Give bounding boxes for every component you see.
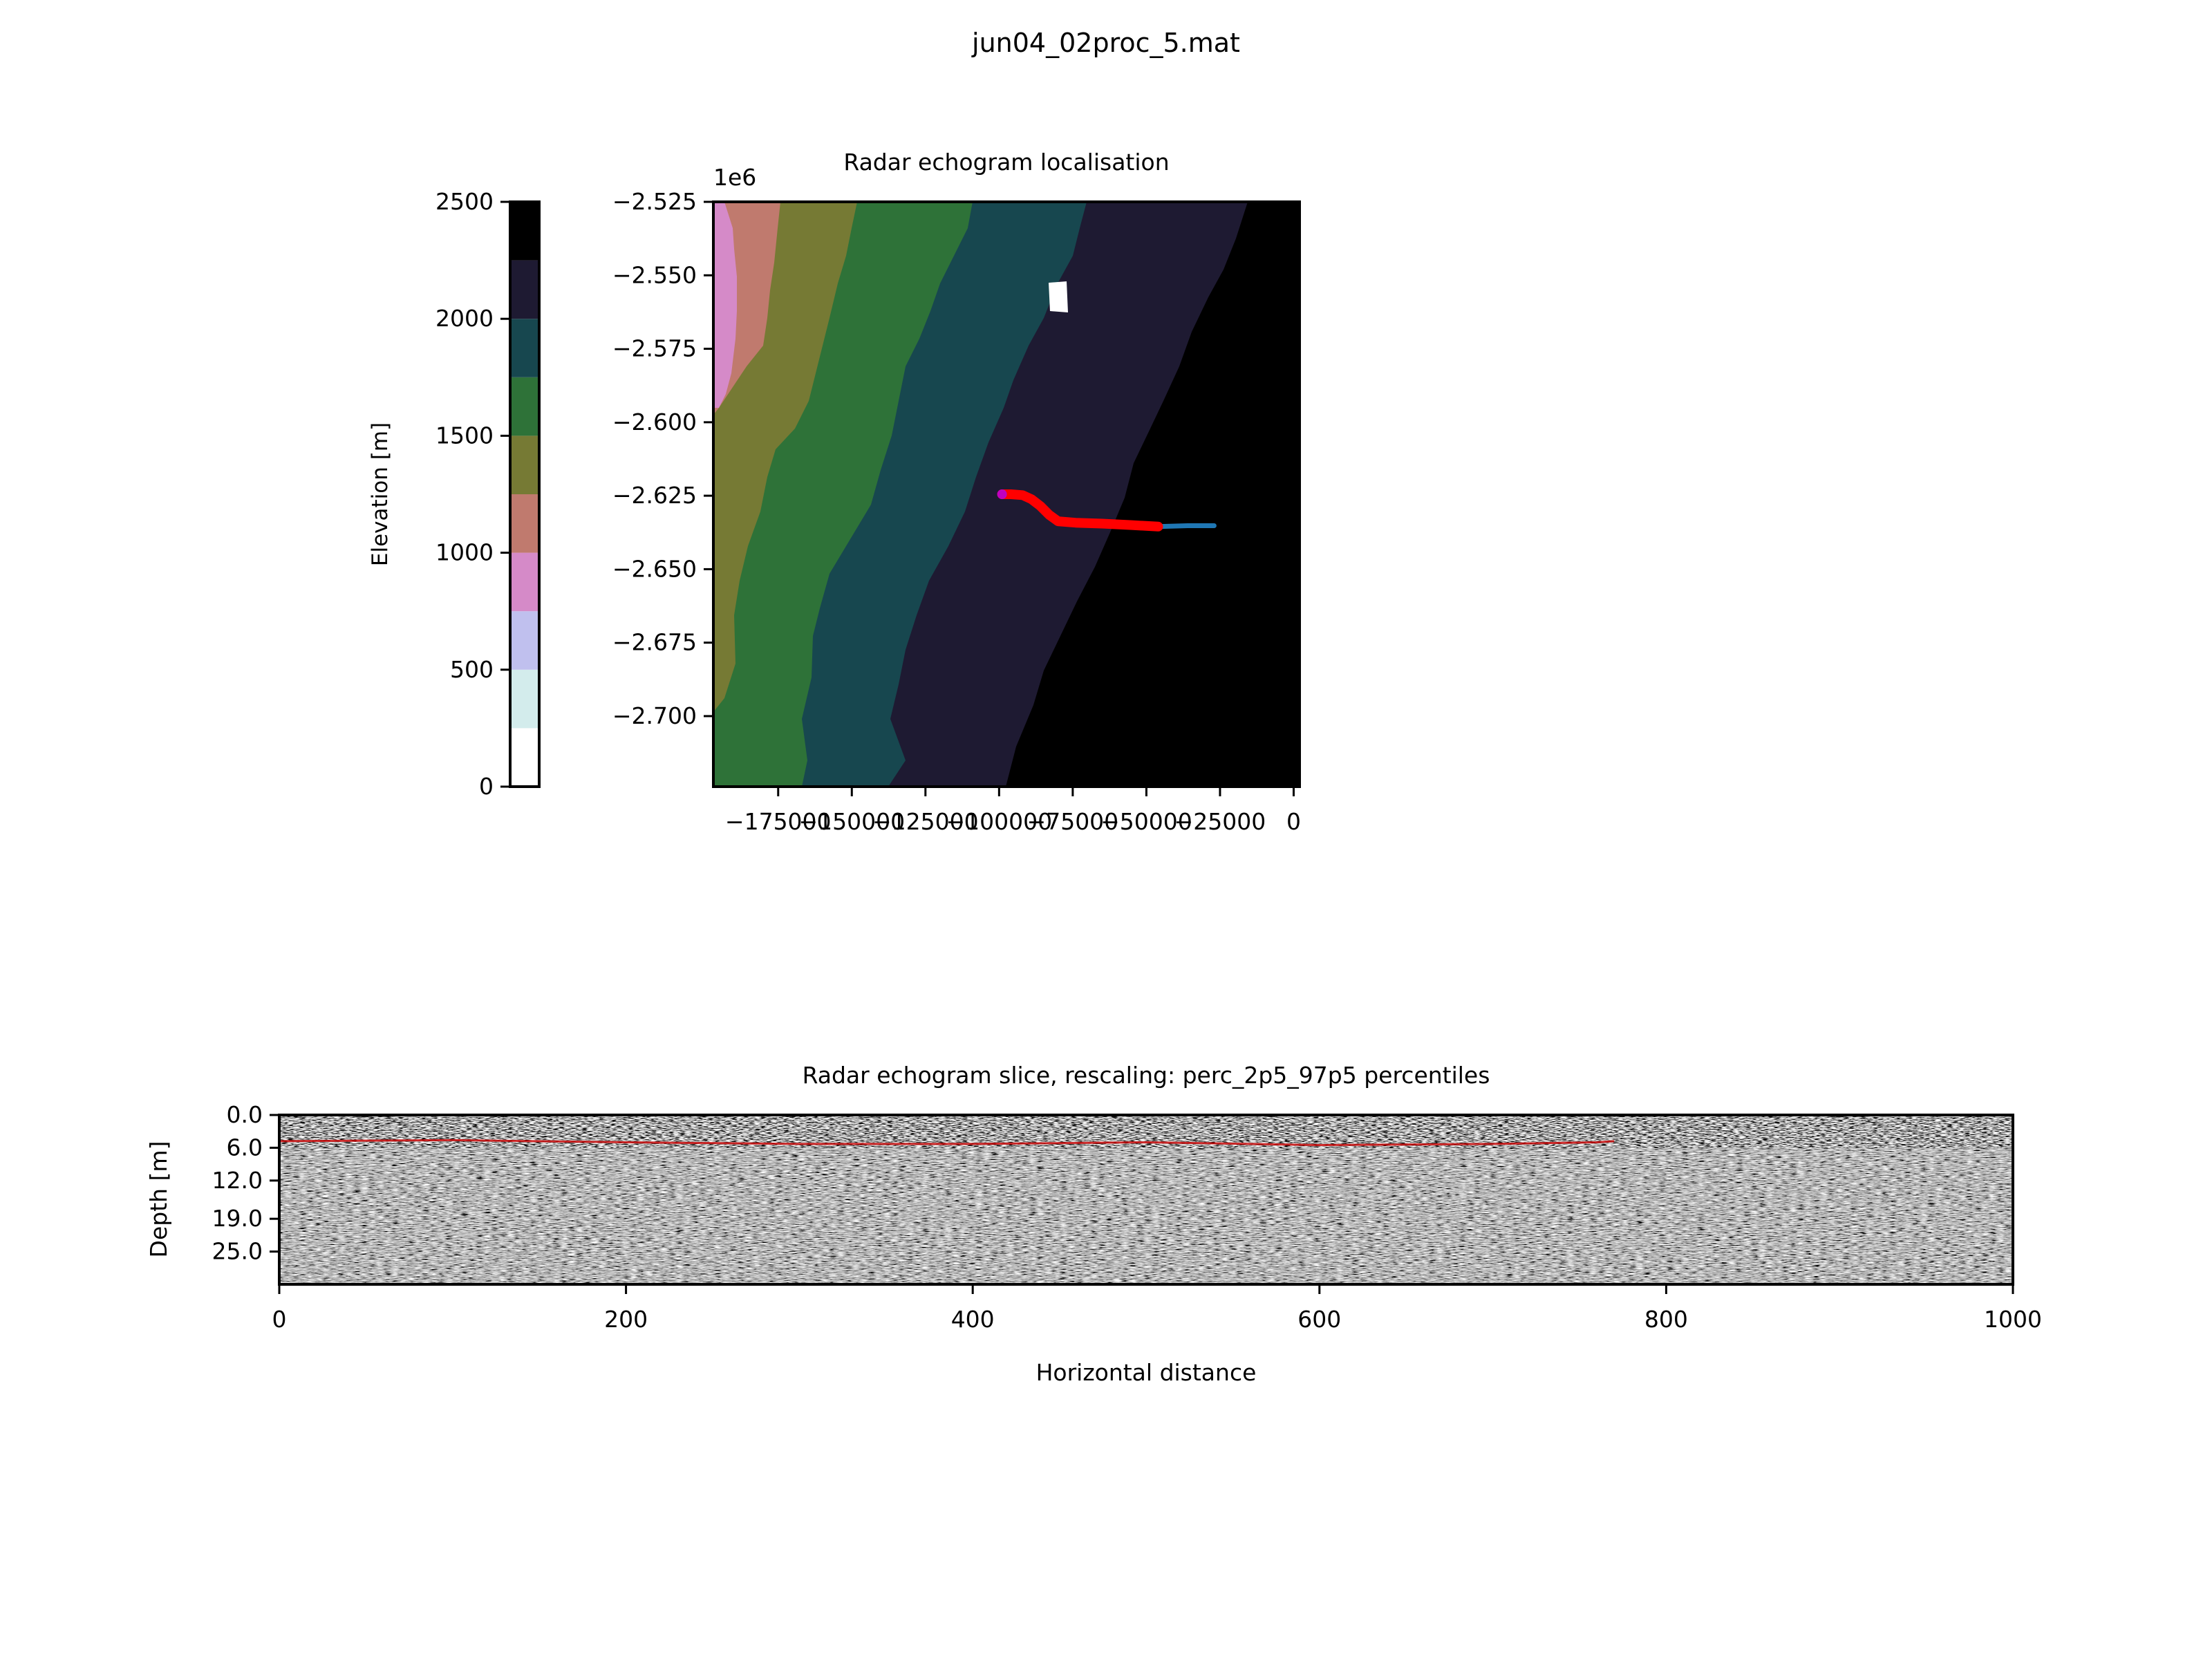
colorbar-band: [510, 435, 539, 494]
echogram-y-tick-label: 6.0: [227, 1134, 263, 1161]
map-y-tick-label: −2.525: [612, 188, 697, 215]
map-y-tick-label: −2.675: [612, 629, 697, 656]
map-x-tick-label: −175000: [725, 808, 832, 835]
map-image: [713, 202, 1300, 787]
echogram-y-label: Depth [m]: [145, 1141, 172, 1258]
map-y-tick-label: −2.650: [612, 555, 697, 582]
echogram-x-tick-label: 0: [272, 1306, 287, 1333]
echogram-picked-layer: [279, 1138, 1615, 1147]
colorbar-frame: [509, 200, 541, 788]
band-750-1000: [713, 202, 737, 408]
echogram-title: Radar echogram slice, rescaling: perc_2p…: [803, 1062, 1490, 1089]
map-y-tick-label: −2.550: [612, 261, 697, 288]
map-tracks: [997, 489, 1217, 532]
colorbar-band: [510, 202, 539, 261]
map-y-tick-label: −2.575: [612, 335, 697, 362]
map-title: Radar echogram localisation: [843, 149, 1169, 176]
map-x-tick-label: −100000: [946, 808, 1053, 835]
colorbar-band: [510, 552, 539, 612]
echogram-x-tick-label: 200: [604, 1306, 648, 1333]
colorbar-tick-label: 2000: [435, 305, 494, 332]
map-y-tick-label: −2.600: [612, 409, 697, 435]
radar-echogram-track: [997, 489, 1163, 532]
colorbar-band: [510, 669, 539, 729]
echogram-y-tick-label: 0.0: [227, 1101, 263, 1128]
echogram-x-ticks: 0 200 400 600 800 1000: [272, 1284, 2042, 1333]
flight-line-track: [1156, 523, 1217, 529]
map-x-ticks: −175000−150000−125000−100000−75000−50000…: [725, 787, 1301, 835]
colorbar-bands: [510, 202, 539, 787]
map-x-tick-label: −75000: [1027, 808, 1119, 835]
map-x-tick-label: −25000: [1174, 808, 1266, 835]
echogram-image: [279, 1115, 2013, 1284]
map-y-tick-label: −2.625: [612, 482, 697, 509]
echogram-x-tick-label: 600: [1297, 1306, 1341, 1333]
map-y-tick-label: −2.700: [612, 702, 697, 729]
colorbar-tick-label: 1500: [435, 422, 494, 449]
colorbar-tick-label: 0: [479, 773, 494, 800]
map-y-offset-text: 1e6: [713, 164, 756, 191]
colorbar-tick-label: 500: [450, 656, 494, 683]
colorbar-ticks: 0 500 1000 1500 2000 2500: [435, 188, 510, 800]
map-frame: [712, 200, 1301, 788]
map-y-ticks: −2.525 −2.550 −2.575 −2.600 −2.625 −2.650 −2.6…: [612, 188, 713, 729]
echogram-y-ticks: 0.0 6.0 12.0 19.0 25.0: [212, 1101, 279, 1265]
echogram-panel: Radar echogram slice, rescaling: perc_2p…: [145, 1062, 2042, 1386]
colorbar-band: [510, 377, 539, 436]
colorbar-band: [510, 728, 539, 787]
colorbar-tick-label: 1000: [435, 539, 494, 566]
echogram-y-tick-label: 19.0: [212, 1205, 263, 1232]
map-x-tick-label: −50000: [1100, 808, 1192, 835]
colorbar-band: [510, 611, 539, 670]
echogram-x-tick-label: 800: [1644, 1306, 1688, 1333]
figure-title: jun04_02proc_5.mat: [971, 28, 1240, 58]
colorbar-band: [510, 260, 539, 319]
map-x-tick-label: −150000: [798, 808, 905, 835]
map-x-tick-label: −125000: [872, 808, 979, 835]
echogram-y-tick-label: 12.0: [212, 1167, 263, 1194]
echogram-x-label: Horizontal distance: [1036, 1359, 1257, 1386]
no-data-patch: [1049, 281, 1068, 312]
echogram-x-tick-label: 400: [951, 1306, 995, 1333]
track-start-point: [997, 489, 1007, 499]
echogram-y-tick-label: 25.0: [212, 1238, 263, 1265]
map-panel: Radar echogram localisation 1e6 −2.525−2…: [612, 149, 1301, 835]
echogram-x-tick-label: 1000: [1984, 1306, 2042, 1333]
colorbar-band: [510, 319, 539, 377]
colorbar-tick-label: 2500: [435, 188, 494, 215]
colorbar: 0 500 1000 1500 2000 2500 Elevation [m]: [368, 188, 541, 800]
colorbar-band: [510, 494, 539, 553]
colorbar-label: Elevation [m]: [368, 422, 393, 566]
map-x-tick-label: 0: [1286, 808, 1301, 835]
echogram-frame: [278, 1114, 2014, 1286]
